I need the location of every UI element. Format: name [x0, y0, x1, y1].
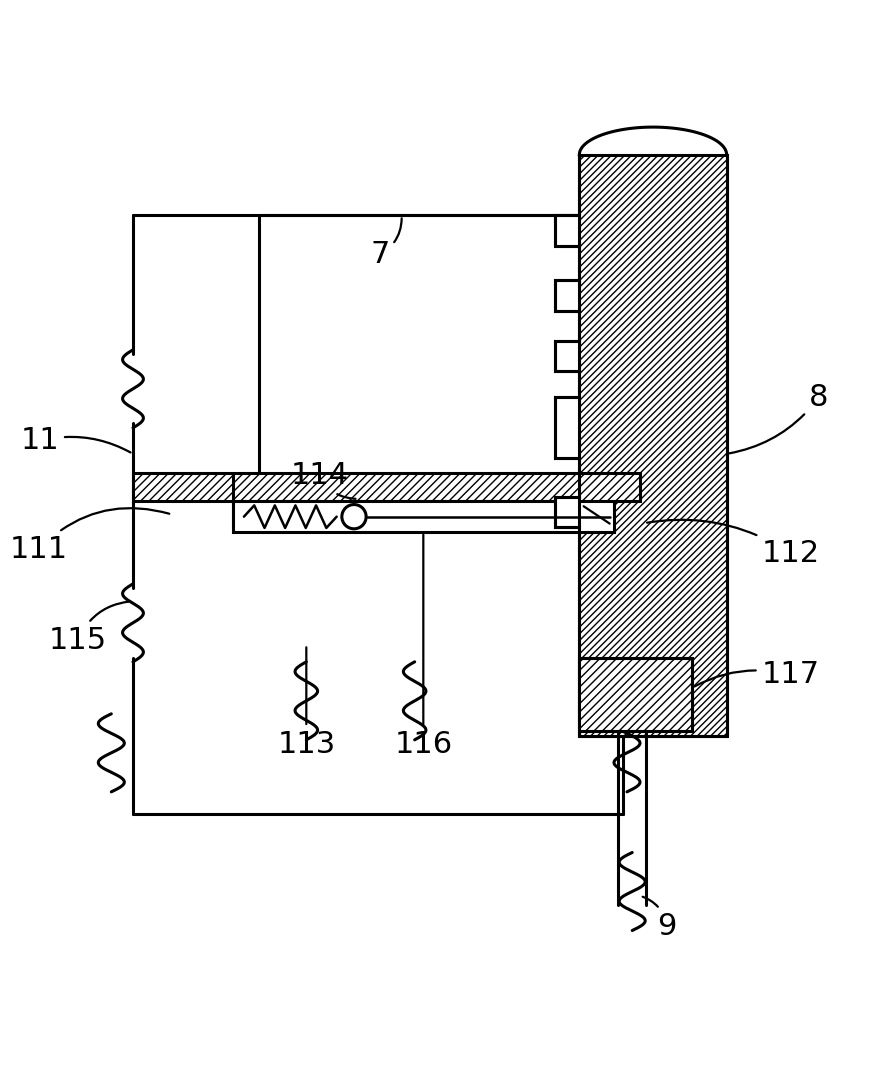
- Bar: [133, 472, 640, 502]
- Bar: [555, 280, 579, 311]
- Bar: [555, 342, 579, 372]
- Text: 116: 116: [393, 535, 452, 759]
- Text: 113: 113: [277, 648, 335, 759]
- Bar: [555, 398, 579, 458]
- Bar: [555, 215, 579, 245]
- Text: 115: 115: [49, 601, 130, 655]
- Text: 8: 8: [728, 383, 828, 453]
- Bar: [579, 657, 691, 731]
- Bar: [232, 502, 613, 532]
- Text: 9: 9: [641, 897, 676, 940]
- Text: 111: 111: [10, 508, 169, 563]
- Text: 112: 112: [647, 520, 819, 568]
- Bar: [579, 155, 726, 735]
- Bar: [555, 497, 579, 528]
- Text: 11: 11: [20, 426, 130, 455]
- Text: 7: 7: [369, 218, 401, 269]
- Text: 117: 117: [694, 660, 819, 690]
- Text: 114: 114: [290, 461, 355, 498]
